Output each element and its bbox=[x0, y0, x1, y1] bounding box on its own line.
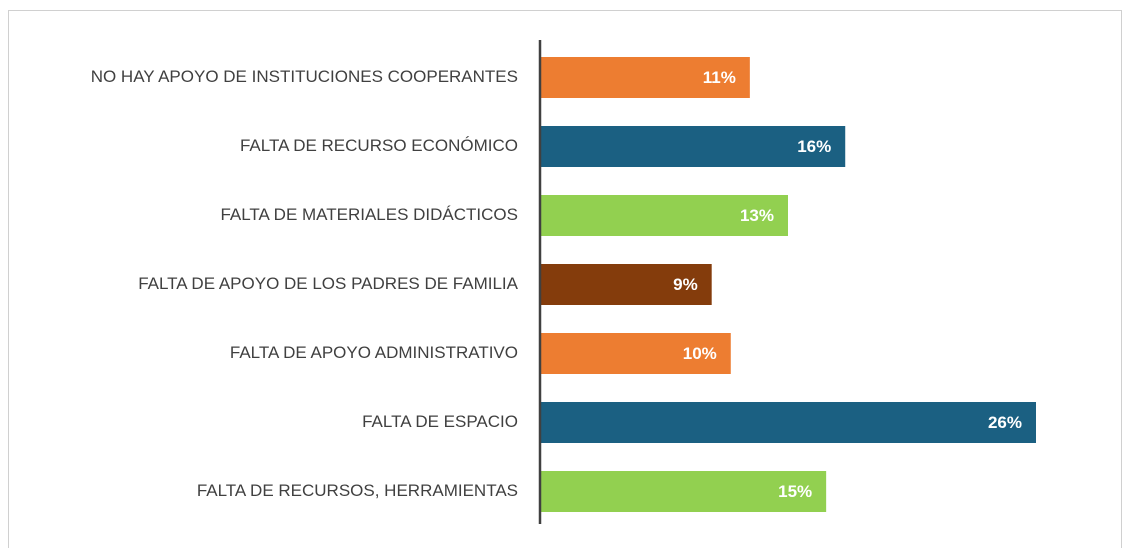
category-label: FALTA DE RECURSOS, HERRAMIENTAS bbox=[197, 481, 518, 500]
bar bbox=[540, 195, 788, 236]
value-label: 13% bbox=[740, 206, 774, 225]
frame bbox=[8, 10, 1122, 553]
value-label: 9% bbox=[673, 275, 698, 294]
category-label: FALTA DE ESPACIO bbox=[362, 412, 518, 431]
bar bbox=[540, 333, 731, 374]
bar bbox=[540, 471, 827, 512]
category-label: FALTA DE APOYO ADMINISTRATIVO bbox=[230, 343, 518, 362]
bar bbox=[540, 57, 750, 98]
value-label: 26% bbox=[988, 413, 1022, 432]
value-label: 16% bbox=[797, 137, 831, 156]
category-label: FALTA DE MATERIALES DIDÁCTICOS bbox=[220, 205, 518, 224]
bar bbox=[540, 402, 1036, 443]
category-label: NO HAY APOYO DE INSTITUCIONES COOPERANTE… bbox=[91, 67, 518, 86]
value-label: 15% bbox=[778, 482, 812, 501]
bar bbox=[540, 264, 712, 305]
value-label: 10% bbox=[683, 344, 717, 363]
category-label: FALTA DE APOYO DE LOS PADRES DE FAMILIA bbox=[138, 274, 518, 293]
category-label: FALTA DE RECURSO ECONÓMICO bbox=[240, 136, 518, 155]
bar bbox=[540, 126, 846, 167]
value-label: 11% bbox=[703, 68, 736, 87]
